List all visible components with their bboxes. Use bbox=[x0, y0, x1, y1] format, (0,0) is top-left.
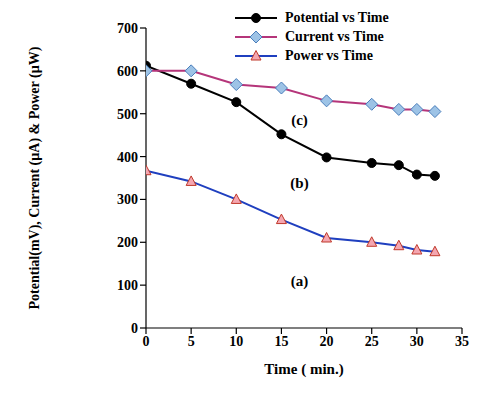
svg-text:(b): (b) bbox=[290, 175, 308, 192]
html-text:Potential vs Time: Potential vs Time bbox=[285, 9, 389, 25]
svg-text:Potential(mV), Current (µA) &: Potential(mV), Current (µA) & Power (µW) bbox=[27, 46, 43, 309]
svg-text:(a): (a) bbox=[291, 273, 309, 290]
svg-text:0: 0 bbox=[131, 321, 138, 336]
svg-text:200: 200 bbox=[117, 235, 138, 250]
svg-text:(c): (c) bbox=[291, 112, 308, 129]
svg-text:5: 5 bbox=[188, 334, 195, 349]
svg-text:Time ( min.): Time ( min.) bbox=[264, 361, 343, 378]
svg-text:0: 0 bbox=[143, 334, 150, 349]
svg-text:15: 15 bbox=[274, 334, 288, 349]
svg-text:35: 35 bbox=[455, 334, 469, 349]
svg-text:100: 100 bbox=[117, 278, 138, 293]
svg-text:10: 10 bbox=[229, 334, 243, 349]
svg-text:25: 25 bbox=[365, 334, 379, 349]
svg-text:700: 700 bbox=[117, 21, 138, 36]
svg-text:500: 500 bbox=[117, 107, 138, 122]
svg-text:30: 30 bbox=[410, 334, 424, 349]
html-text:Current vs Time: Current vs Time bbox=[285, 28, 384, 44]
svg-text:300: 300 bbox=[117, 192, 138, 207]
svg-text:20: 20 bbox=[320, 334, 334, 349]
html-text:Power vs Time: Power vs Time bbox=[285, 47, 373, 63]
svg-text:400: 400 bbox=[117, 150, 138, 165]
svg-text:600: 600 bbox=[117, 64, 138, 79]
